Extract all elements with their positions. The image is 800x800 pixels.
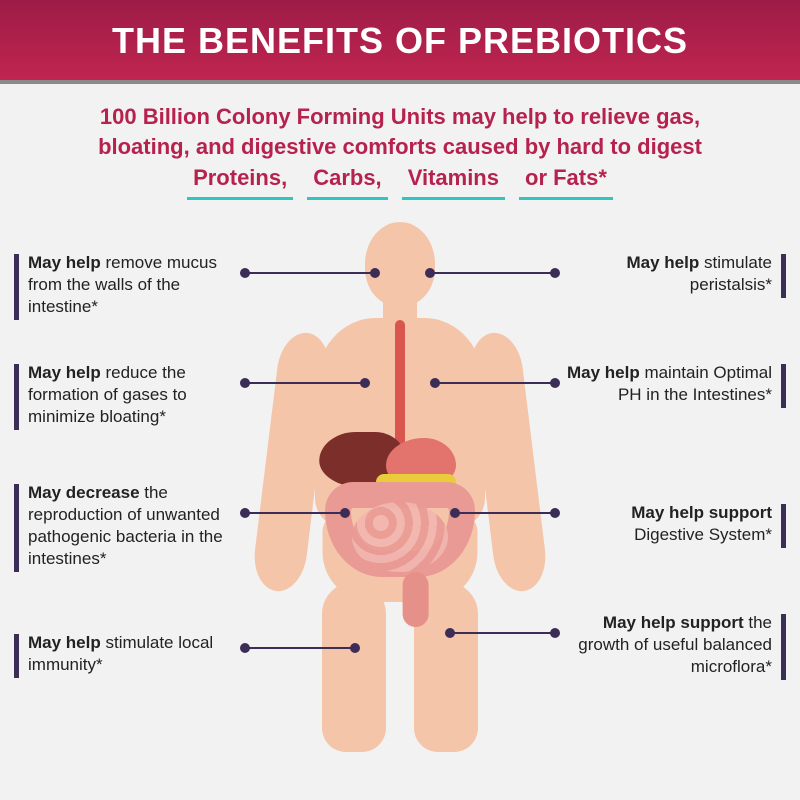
keyword: Proteins, xyxy=(187,163,293,200)
callout-text: maintain Optimal PH in the Intestines* xyxy=(618,363,772,404)
body-silhouette xyxy=(260,222,540,742)
esophagus-icon xyxy=(395,320,405,450)
callout: May help reduce the formation of gases t… xyxy=(14,362,239,428)
accent-bar xyxy=(14,634,19,678)
callout: May decrease the reproduction of unwante… xyxy=(14,482,239,570)
leader-dot xyxy=(240,508,250,518)
leader-dot xyxy=(240,643,250,653)
callout: May help support the growth of useful ba… xyxy=(561,612,786,678)
leader-dot xyxy=(430,378,440,388)
leader-line xyxy=(245,272,375,274)
accent-bar xyxy=(781,614,786,680)
leader-line xyxy=(455,512,555,514)
leader-dot xyxy=(550,628,560,638)
head xyxy=(365,222,435,306)
callout: May help stimulate peristalsis* xyxy=(561,252,786,296)
leader-dot xyxy=(445,628,455,638)
rectum-icon xyxy=(403,572,429,627)
keyword: or Fats* xyxy=(519,163,613,200)
callout: May help remove mucus from the walls of … xyxy=(14,252,239,318)
leader-line xyxy=(245,512,345,514)
leader-dot xyxy=(240,378,250,388)
subhead-line: bloating, and digestive comforts caused … xyxy=(98,134,702,159)
leader-dot xyxy=(340,508,350,518)
page-title: THE BENEFITS OF PREBIOTICS xyxy=(10,20,790,62)
accent-bar xyxy=(781,504,786,548)
leader-dot xyxy=(370,268,380,278)
callout-bold: May help xyxy=(28,363,101,382)
keyword-row: Proteins, Carbs, Vitamins or Fats* xyxy=(187,163,613,200)
body-diagram: May help remove mucus from the walls of … xyxy=(0,212,800,752)
callout-bold: May help xyxy=(567,363,640,382)
leg-left xyxy=(322,582,386,752)
callout: May help maintain Optimal PH in the Inte… xyxy=(561,362,786,406)
leader-dot xyxy=(550,508,560,518)
subheading: 100 Billion Colony Forming Units may hel… xyxy=(0,84,800,212)
keyword: Vitamins xyxy=(402,163,505,200)
accent-bar xyxy=(781,364,786,408)
accent-bar xyxy=(14,484,19,572)
subhead-line: 100 Billion Colony Forming Units may hel… xyxy=(100,104,700,129)
leader-line xyxy=(430,272,555,274)
leader-dot xyxy=(425,268,435,278)
callout-bold: May help xyxy=(28,633,101,652)
leader-dot xyxy=(360,378,370,388)
small-intestine-icon xyxy=(352,502,448,572)
accent-bar xyxy=(14,254,19,320)
callout-text: stimulate peristalsis* xyxy=(690,253,772,294)
callout: May help stimulate local immunity* xyxy=(14,632,239,676)
callout-bold: May decrease xyxy=(28,483,140,502)
accent-bar xyxy=(781,254,786,298)
accent-bar xyxy=(14,364,19,430)
leader-line xyxy=(245,382,365,384)
callout-bold: May help support xyxy=(603,613,744,632)
leader-dot xyxy=(550,268,560,278)
leader-dot xyxy=(240,268,250,278)
leader-dot xyxy=(550,378,560,388)
leader-dot xyxy=(350,643,360,653)
callout-text: Digestive System* xyxy=(634,525,772,544)
callout-bold: May help support xyxy=(631,503,772,522)
keyword: Carbs, xyxy=(307,163,387,200)
leader-line xyxy=(245,647,355,649)
infographic-page: THE BENEFITS OF PREBIOTICS 100 Billion C… xyxy=(0,0,800,800)
leader-dot xyxy=(450,508,460,518)
callout-bold: May help xyxy=(28,253,101,272)
leader-line xyxy=(450,632,555,634)
callout: May help support Digestive System* xyxy=(561,502,786,546)
callout-bold: May help xyxy=(627,253,700,272)
header-banner: THE BENEFITS OF PREBIOTICS xyxy=(0,0,800,80)
leader-line xyxy=(435,382,555,384)
